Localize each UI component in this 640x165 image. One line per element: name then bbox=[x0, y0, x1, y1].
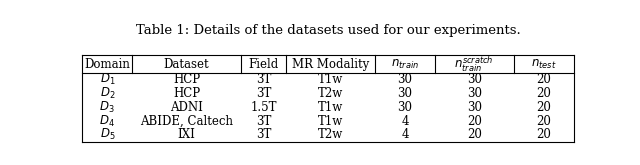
Text: 4: 4 bbox=[401, 128, 408, 141]
Text: Domain: Domain bbox=[84, 58, 130, 70]
Text: HCP: HCP bbox=[173, 73, 200, 86]
Text: T1w: T1w bbox=[318, 73, 343, 86]
Text: T1w: T1w bbox=[318, 115, 343, 128]
Text: 4: 4 bbox=[401, 115, 408, 128]
Text: $D_2$: $D_2$ bbox=[100, 86, 115, 101]
Text: T1w: T1w bbox=[318, 101, 343, 114]
Text: 30: 30 bbox=[397, 87, 412, 100]
Text: 20: 20 bbox=[536, 73, 551, 86]
Text: 20: 20 bbox=[536, 87, 551, 100]
Text: 20: 20 bbox=[536, 115, 551, 128]
Text: 1.5T: 1.5T bbox=[250, 101, 276, 114]
Text: Table 1: Details of the datasets used for our experiments.: Table 1: Details of the datasets used fo… bbox=[136, 24, 520, 37]
Text: HCP: HCP bbox=[173, 87, 200, 100]
Text: 30: 30 bbox=[467, 73, 482, 86]
Text: MR Modality: MR Modality bbox=[292, 58, 369, 70]
Text: 3T: 3T bbox=[256, 115, 271, 128]
Text: ABIDE, Caltech: ABIDE, Caltech bbox=[140, 115, 233, 128]
Text: 20: 20 bbox=[536, 128, 551, 141]
Text: 20: 20 bbox=[467, 115, 482, 128]
Text: 30: 30 bbox=[397, 101, 412, 114]
Text: 20: 20 bbox=[536, 101, 551, 114]
Text: 30: 30 bbox=[467, 87, 482, 100]
Text: $D_4$: $D_4$ bbox=[99, 114, 115, 129]
Text: Field: Field bbox=[248, 58, 278, 70]
Text: 30: 30 bbox=[467, 101, 482, 114]
Text: $n_{train}$: $n_{train}$ bbox=[391, 57, 419, 71]
Text: T2w: T2w bbox=[318, 87, 343, 100]
Text: ADNI: ADNI bbox=[170, 101, 203, 114]
Text: 3T: 3T bbox=[256, 73, 271, 86]
Text: 30: 30 bbox=[397, 73, 412, 86]
Text: $n^{scratch}_{train}$: $n^{scratch}_{train}$ bbox=[454, 54, 494, 74]
Text: $D_1$: $D_1$ bbox=[99, 72, 115, 87]
Text: Dataset: Dataset bbox=[164, 58, 209, 70]
Text: $D_3$: $D_3$ bbox=[99, 100, 115, 115]
Text: T2w: T2w bbox=[318, 128, 343, 141]
Text: $D_5$: $D_5$ bbox=[99, 127, 115, 142]
Text: $n_{test}$: $n_{test}$ bbox=[531, 57, 557, 71]
Text: 3T: 3T bbox=[256, 128, 271, 141]
Text: IXI: IXI bbox=[178, 128, 196, 141]
Text: 20: 20 bbox=[467, 128, 482, 141]
Text: 3T: 3T bbox=[256, 87, 271, 100]
